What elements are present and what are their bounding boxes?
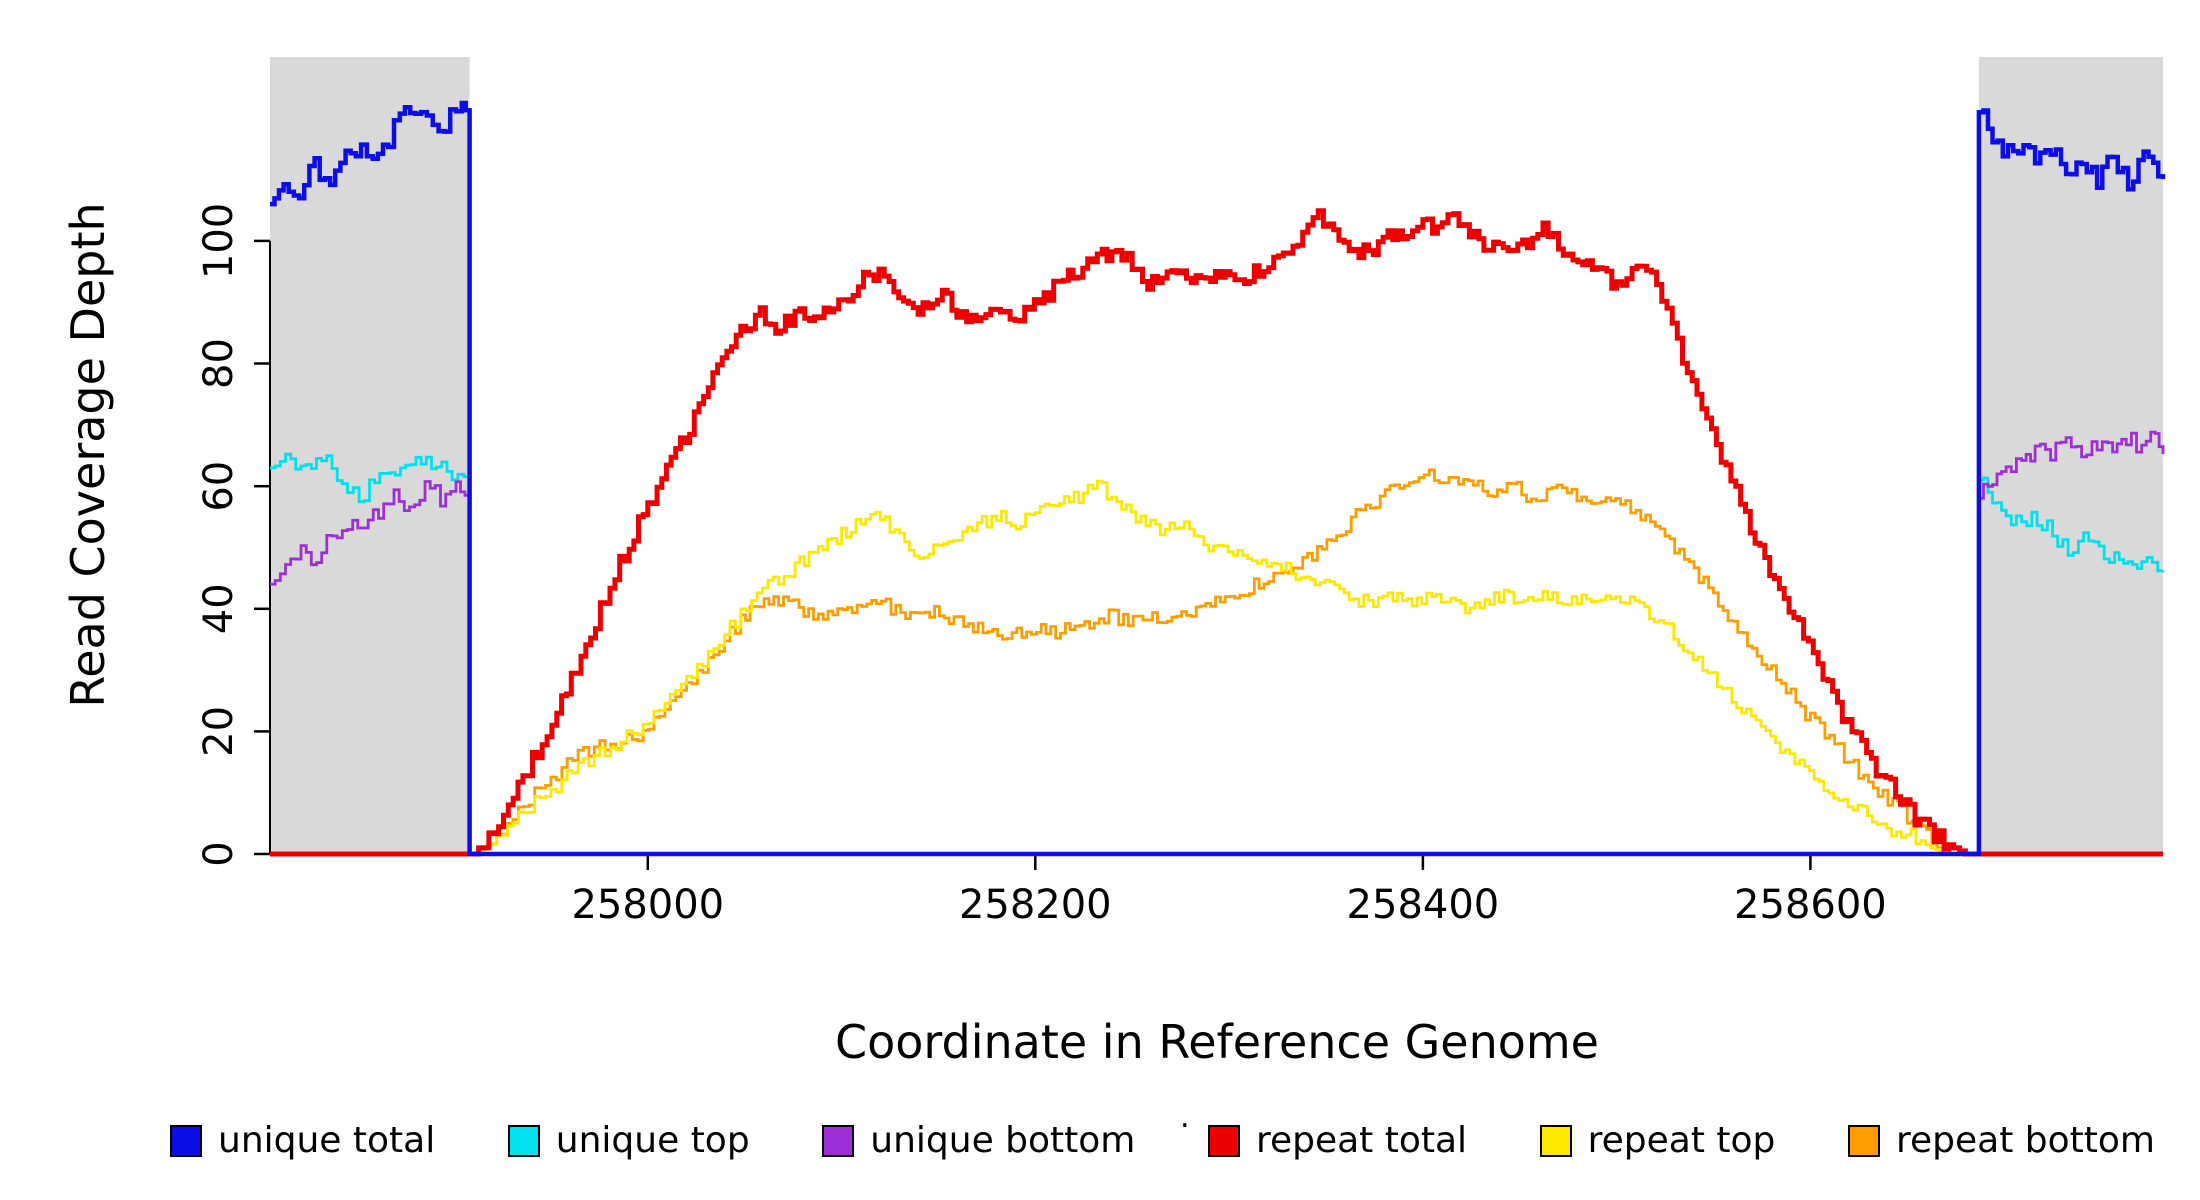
x-tick-label: 258200 xyxy=(959,882,1112,928)
legend-label: unique total xyxy=(218,1120,436,1161)
series-repeat-top xyxy=(270,479,2163,856)
legend: unique total unique top unique bottom re… xyxy=(170,1120,2155,1161)
legend-label: repeat top xyxy=(1587,1120,1776,1161)
y-tick-label: 0 xyxy=(196,841,242,866)
legend-swatch-repeat-bottom xyxy=(1848,1124,1880,1157)
legend-swatch-unique-top xyxy=(507,1124,540,1157)
legend-swatch-repeat-top xyxy=(1539,1124,1572,1157)
legend-item-unique-bottom: unique bottom xyxy=(822,1120,1135,1161)
shaded-flank-region xyxy=(270,57,470,854)
legend-item-unique-total: unique total xyxy=(170,1120,435,1161)
legend-swatch-unique-bottom xyxy=(822,1124,855,1157)
y-tick-label: 80 xyxy=(196,338,242,389)
y-tick-label: 100 xyxy=(196,203,242,279)
series-repeat-bottom xyxy=(270,468,2163,856)
series-repeat-total xyxy=(270,208,2163,857)
x-tick-label: 258600 xyxy=(1734,882,1887,928)
legend-item-repeat-total: repeat total xyxy=(1207,1120,1468,1161)
x-tick-label: 258000 xyxy=(571,882,724,928)
legend-item-unique-top: unique top xyxy=(507,1120,750,1161)
legend-label: unique top xyxy=(555,1120,750,1161)
y-tick-label: 40 xyxy=(196,583,242,634)
y-tick-label: 60 xyxy=(196,461,242,512)
legend-item-repeat-bottom: repeat bottom xyxy=(1848,1120,2155,1161)
legend-swatch-repeat-total xyxy=(1207,1124,1240,1157)
x-axis-title: Coordinate in Reference Genome xyxy=(835,1015,1599,1069)
legend-item-repeat-top: repeat top xyxy=(1539,1120,1776,1161)
stray-mark: . xyxy=(1180,1100,1190,1135)
legend-label: repeat total xyxy=(1255,1120,1468,1161)
legend-swatch-unique-total xyxy=(170,1124,202,1157)
series-unique-total xyxy=(270,100,2166,857)
legend-label: unique bottom xyxy=(870,1120,1136,1161)
y-axis-title: Read Coverage Depth xyxy=(61,202,115,708)
legend-label: repeat bottom xyxy=(1896,1120,2155,1161)
x-tick-label: 258400 xyxy=(1347,882,1500,928)
y-tick-label: 20 xyxy=(196,706,242,757)
